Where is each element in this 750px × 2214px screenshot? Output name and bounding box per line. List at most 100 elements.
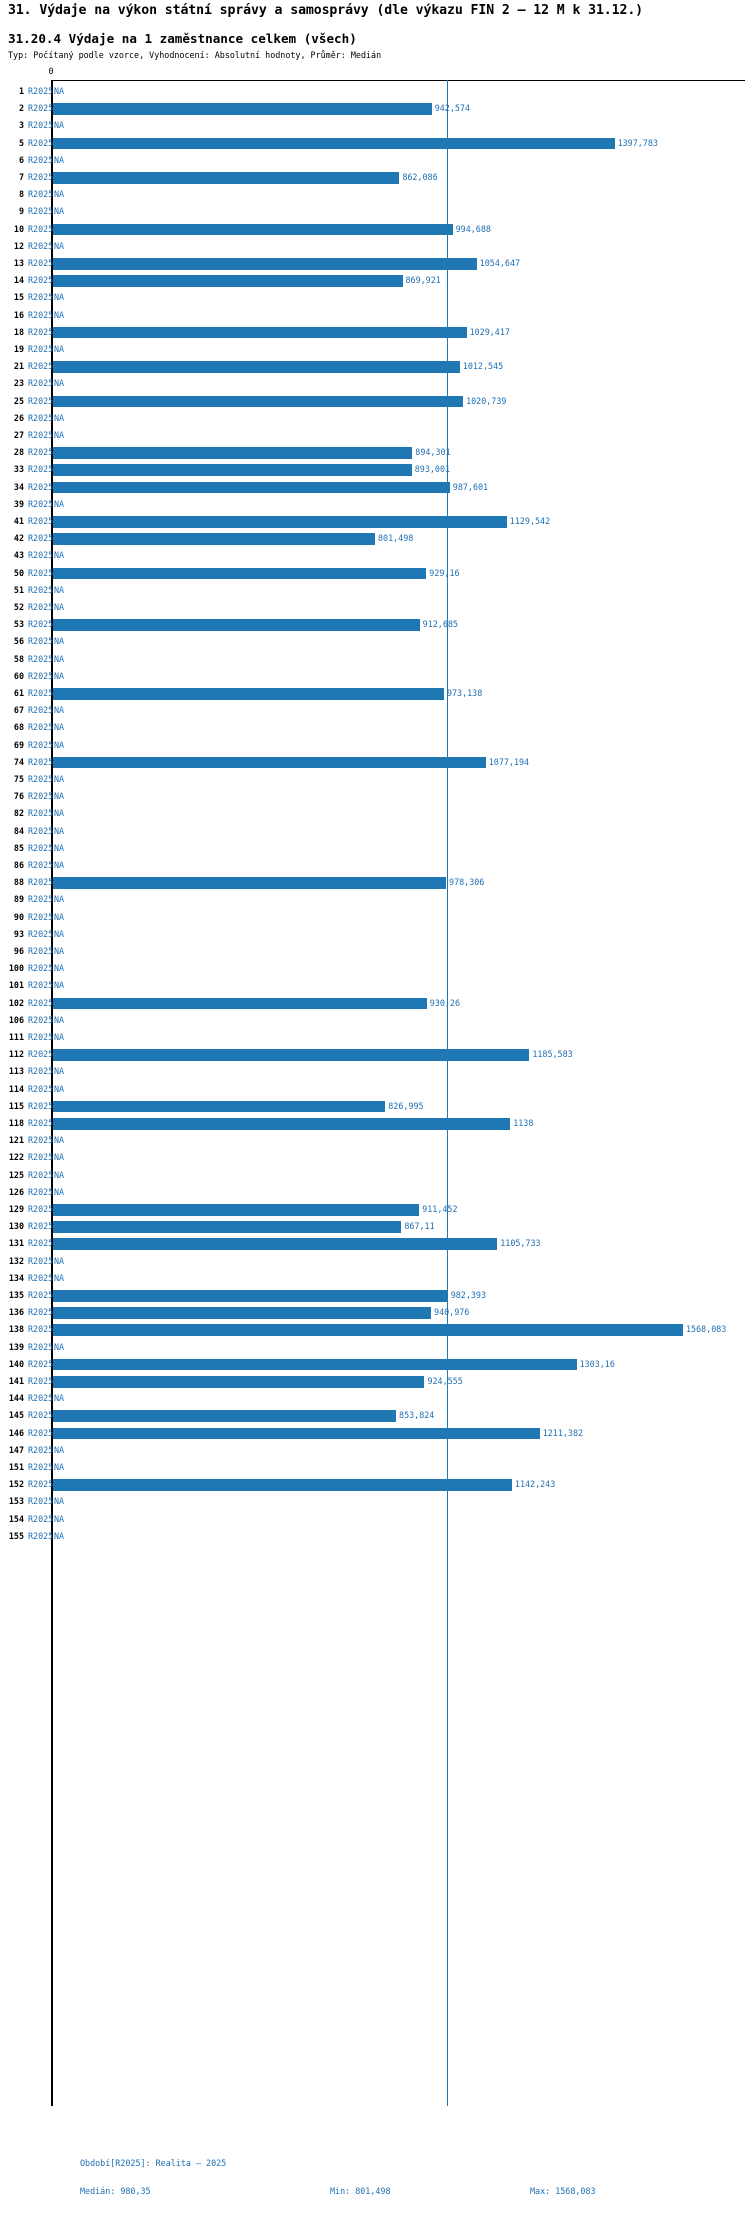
bar-value-label: 1054,647 [479, 258, 521, 268]
row-period-label: R2025 [28, 1496, 54, 1507]
row-na-label: NA [54, 1066, 65, 1077]
table-row: 86 R2025 NA [0, 857, 750, 874]
row-period-label: R2025 [28, 1186, 54, 1197]
row-period-label: R2025 [28, 705, 54, 716]
row-na-label: NA [54, 602, 65, 612]
bar[interactable] [53, 1118, 511, 1130]
row-na-label: NA [54, 636, 65, 647]
row-na-label: NA [54, 963, 65, 974]
bar[interactable] [53, 1290, 448, 1302]
bar[interactable] [53, 567, 427, 580]
row-index-label: 39 [13, 498, 24, 509]
bar[interactable] [53, 1307, 432, 1319]
bar[interactable] [53, 533, 375, 545]
bar[interactable] [53, 103, 432, 115]
table-row: 132 R2025 NA [0, 1253, 750, 1270]
table-row: 145 R2025 853,824 [0, 1407, 750, 1424]
row-index-label: 60 [13, 670, 24, 681]
bar-value-label: 1105,733 [500, 1238, 541, 1249]
bar[interactable] [53, 361, 460, 373]
bar[interactable] [53, 395, 464, 408]
row-index-label: 61 [13, 688, 24, 698]
table-row: 111 R2025 NA [0, 1029, 750, 1046]
row-na-label: NA [54, 1169, 65, 1180]
table-row: 10 R2025 994,688 [0, 221, 750, 238]
row-na-label: NA [54, 1341, 65, 1352]
row-na-label: NA [54, 1496, 65, 1507]
bar[interactable] [53, 1427, 540, 1440]
row-na-label: NA [54, 154, 65, 165]
row-period-label: R2025 [28, 739, 54, 750]
bar-value-label: 911,452 [422, 1204, 458, 1214]
row-period-label: R2025 [28, 911, 54, 922]
bar[interactable] [53, 464, 412, 476]
bar[interactable] [53, 172, 400, 184]
bar[interactable] [53, 1049, 530, 1061]
bar-value-label: 826,995 [388, 1100, 424, 1111]
row-index-label: 126 [8, 1186, 24, 1197]
bar[interactable] [53, 1238, 498, 1250]
row-index-label: 69 [13, 739, 24, 750]
row-period-label: R2025 [28, 481, 54, 492]
bar[interactable] [53, 516, 507, 528]
table-row: 34 R2025 987,601 [0, 479, 750, 496]
row-period-label: R2025 [28, 1427, 54, 1438]
row-index-label: 42 [13, 533, 24, 544]
row-index-label: 14 [13, 275, 24, 286]
bar[interactable] [53, 447, 413, 459]
row-period-label: R2025 [28, 567, 54, 578]
row-na-label: NA [54, 1135, 65, 1146]
row-period-label: R2025 [28, 877, 54, 888]
table-row: 42 R2025 801,498 [0, 530, 750, 547]
row-period-label: R2025 [28, 533, 54, 544]
row-na-label: NA [54, 911, 65, 922]
table-row: 153 R2025 NA [0, 1493, 750, 1510]
bar[interactable] [53, 481, 450, 494]
bar[interactable] [53, 223, 453, 236]
bar[interactable] [53, 688, 444, 700]
table-row: 102 R2025 930,26 [0, 995, 750, 1012]
median-reference-line [446, 80, 448, 2106]
bar[interactable] [53, 1376, 425, 1388]
table-row: 106 R2025 NA [0, 1012, 750, 1029]
table-row: 52 R2025 NA [0, 599, 750, 616]
bar[interactable] [53, 1479, 512, 1491]
table-row: 93 R2025 NA [0, 926, 750, 943]
row-period-label: R2025 [28, 395, 54, 406]
row-period-label: R2025 [28, 1118, 54, 1128]
table-row: 75 R2025 NA [0, 771, 750, 788]
bar[interactable] [53, 619, 420, 631]
bar[interactable] [53, 1100, 386, 1113]
row-index-label: 19 [13, 344, 24, 354]
footer-median-label: Medián: 980,35 [80, 2186, 151, 2196]
row-index-label: 89 [13, 894, 24, 905]
bar[interactable] [53, 1358, 577, 1371]
row-period-label: R2025 [28, 206, 54, 217]
row-period-label: R2025 [28, 1032, 54, 1042]
row-period-label: R2025 [28, 1100, 54, 1111]
bar-value-label: 924,555 [427, 1376, 463, 1386]
row-period-label: R2025 [28, 1393, 54, 1404]
bar[interactable] [53, 1204, 420, 1216]
bar[interactable] [53, 275, 403, 287]
bar-value-label: 801,498 [378, 533, 414, 544]
row-na-label: NA [54, 292, 65, 303]
row-index-label: 67 [13, 705, 24, 716]
bar[interactable] [53, 1324, 683, 1336]
bar-value-label: 1020,739 [466, 395, 507, 406]
row-period-label: R2025 [28, 670, 54, 681]
row-index-label: 41 [13, 516, 24, 526]
bar[interactable] [53, 877, 447, 889]
axis-zero-label: 0 [48, 66, 54, 76]
bar[interactable] [53, 997, 427, 1010]
bar-value-label: 994,688 [455, 223, 491, 234]
row-na-label: NA [54, 791, 65, 802]
bar[interactable] [53, 258, 477, 270]
bar[interactable] [53, 756, 486, 769]
row-index-label: 113 [8, 1066, 24, 1077]
bar[interactable] [53, 326, 467, 339]
bar[interactable] [53, 1410, 397, 1422]
bar[interactable] [53, 1221, 402, 1233]
bar[interactable] [53, 137, 615, 150]
row-index-label: 125 [8, 1169, 24, 1180]
